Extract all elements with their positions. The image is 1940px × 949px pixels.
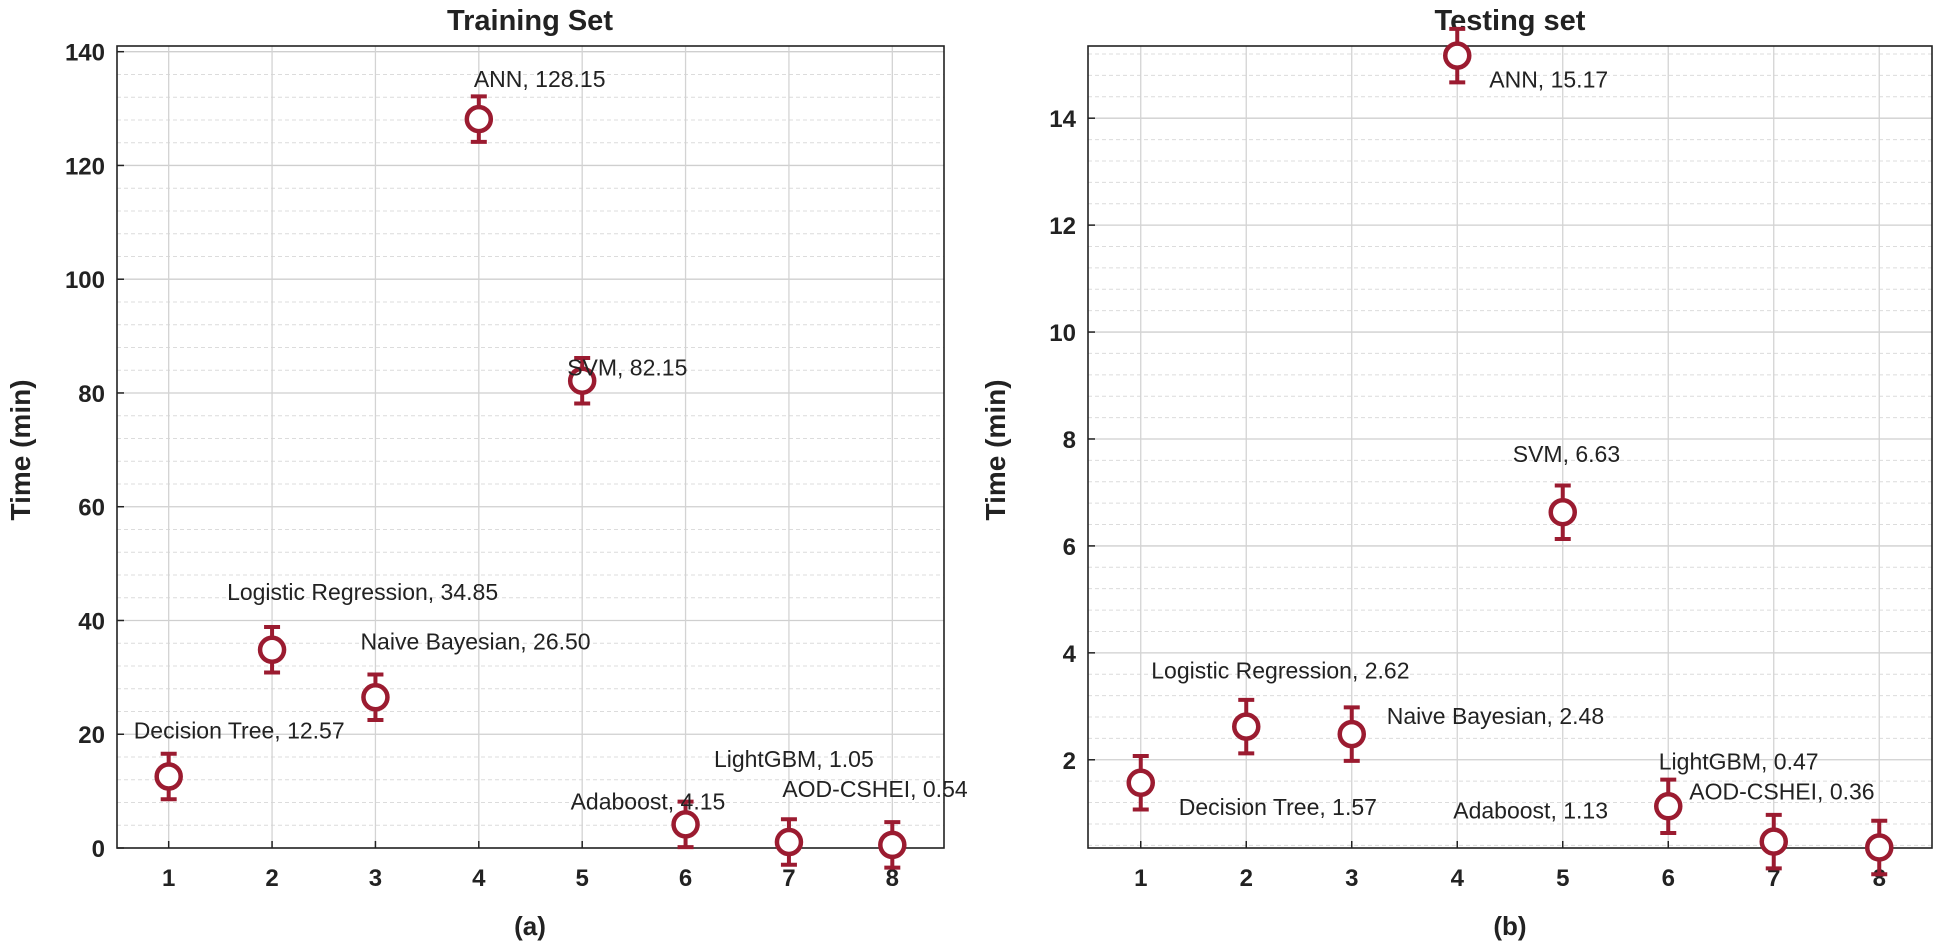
chart-b-point-annotation: ANN, 15.17 <box>1489 67 1608 93</box>
chart-b-y-tick-label: 6 <box>1063 534 1076 561</box>
chart-a-y-tick-label: 20 <box>78 722 105 749</box>
chart-b-point-annotation: SVM, 6.63 <box>1513 441 1620 467</box>
chart-a-point-annotation: LightGBM, 1.05 <box>714 746 874 772</box>
chart-b-point: AOD-CSHEI, 0.36 <box>1689 778 1894 877</box>
chart-b-point-annotation: LightGBM, 0.47 <box>1659 749 1819 775</box>
chart-b-x-tick-label: 7 <box>1767 865 1780 892</box>
chart-a-point-annotation: Adaboost, 4.15 <box>571 788 726 814</box>
chart-a-point-annotation: SVM, 82.15 <box>567 355 687 381</box>
chart-a-x-tick-label: 8 <box>886 865 899 892</box>
chart-b-point: Naive Bayesian, 2.48 <box>1337 703 1604 763</box>
chart-b-y-tick-label: 2 <box>1063 748 1076 775</box>
chart-a-marker <box>257 635 287 665</box>
chart-a-x-tick-label: 6 <box>679 865 692 892</box>
chart-b-marker <box>1337 719 1366 749</box>
chart-b-y-tick-label: 4 <box>1063 641 1077 668</box>
chart-a-marker <box>464 104 494 134</box>
chart-b-marker <box>1443 41 1472 70</box>
chart-b-marker <box>1232 712 1261 741</box>
chart-b-x-tick-label: 5 <box>1556 865 1569 892</box>
chart-a-y-axis-label: Time (min) <box>5 379 36 520</box>
chart-b-point-annotation: Adaboost, 1.13 <box>1453 797 1608 823</box>
chart-a-marker <box>154 762 183 791</box>
chart-a-point: SVM, 82.15 <box>567 355 687 406</box>
chart-a-point-annotation: Logistic Regression, 34.85 <box>227 579 498 605</box>
chart-b-marker <box>1759 827 1788 856</box>
chart-b-plot-area <box>1088 46 1932 848</box>
chart-b-point: Logistic Regression, 2.62 <box>1151 658 1410 756</box>
chart-a-y-tick-label: 40 <box>78 608 105 635</box>
chart-b-marker <box>1548 497 1577 527</box>
chart-a-point: Naive Bayesian, 26.50 <box>360 628 591 723</box>
chart-a-x-tick-label: 2 <box>265 865 278 892</box>
chart-a-point-annotation: Naive Bayesian, 26.50 <box>360 628 590 654</box>
chart-b-marker <box>1654 792 1683 821</box>
chart-b-point: Decision Tree, 1.57 <box>1126 754 1377 820</box>
chart-a-plot: 0 20 40 60 80 100 120 140 1 2 3 4 5 6 7 8 Decision Tree,… <box>65 40 968 892</box>
chart-b-point: Adaboost, 1.13 <box>1453 777 1683 836</box>
chart-b-point: ANN, 15.17 <box>1443 26 1608 93</box>
chart-a-marker <box>671 810 700 839</box>
chart-b-y-tick-label: 8 <box>1063 427 1076 454</box>
chart-b-x-tick-label: 2 <box>1240 865 1253 892</box>
chart-a-title: Training Set <box>447 5 613 37</box>
chart-a-point: LightGBM, 1.05 <box>714 746 874 867</box>
chart-a-y-tick-label: 140 <box>65 40 105 67</box>
chart-a-panel-label: (a) <box>514 911 546 941</box>
chart-b-point: SVM, 6.63 <box>1513 441 1620 541</box>
chart-a-y-tick-label: 60 <box>78 495 105 522</box>
chart-a-marker <box>361 683 390 712</box>
chart-a-x-tick-label: 4 <box>472 865 486 892</box>
chart-b-point-annotation: Logistic Regression, 2.62 <box>1151 658 1409 684</box>
chart-a-y-tick-label: 120 <box>65 153 105 180</box>
chart-b-x-tick-label: 6 <box>1662 865 1675 892</box>
chart-b-x-tick-label: 1 <box>1134 865 1147 892</box>
chart-b-marker <box>1865 833 1894 862</box>
chart-a-point: Decision Tree, 12.57 <box>134 718 345 802</box>
chart-a-x-tick-label: 7 <box>782 865 795 892</box>
chart-a-y-tick-label: 100 <box>65 267 105 294</box>
chart-a-y-tick-label: 0 <box>92 836 105 863</box>
chart-b-point-annotation: AOD-CSHEI, 0.36 <box>1689 778 1874 804</box>
chart-a-point: AOD-CSHEI, 0.54 <box>782 776 968 870</box>
chart-a-marker <box>567 366 597 395</box>
chart-b-point: LightGBM, 0.47 <box>1659 749 1819 871</box>
chart-b-y-tick-label: 14 <box>1049 106 1076 133</box>
chart-a-point-annotation: ANN, 128.15 <box>474 66 606 92</box>
chart-a-axes-frame <box>116 45 945 849</box>
chart-a-marker <box>878 830 907 860</box>
chart-b-y-tick-label: 12 <box>1049 213 1076 240</box>
chart-b-y-tick-label: 10 <box>1049 320 1076 347</box>
chart-a-x-tick-label: 3 <box>369 865 382 892</box>
chart-b-title: Testing set <box>1435 5 1586 37</box>
chart-b-point-annotation: Decision Tree, 1.57 <box>1179 794 1377 820</box>
chart-b-marker <box>1126 768 1155 798</box>
chart-a-point-annotation: AOD-CSHEI, 0.54 <box>782 776 968 802</box>
chart-a-y-tick-label: 80 <box>78 381 105 408</box>
chart-a-point: Adaboost, 4.15 <box>571 788 726 850</box>
chart-a-plot-area <box>117 46 944 848</box>
chart-a-x-tick-label: 1 <box>162 865 175 892</box>
chart-b-x-tick-label: 4 <box>1451 865 1465 892</box>
chart-b-x-tick-label: 8 <box>1873 865 1886 892</box>
chart-a-marker <box>774 827 804 857</box>
chart-a-point: ANN, 128.15 <box>464 66 606 144</box>
chart-a-point-annotation: Decision Tree, 12.57 <box>134 718 345 744</box>
chart-b-panel-label: (b) <box>1493 911 1526 941</box>
chart-b-y-axis-label: Time (min) <box>980 379 1011 520</box>
chart-b-axes-frame <box>1087 45 1933 849</box>
chart-a-x-tick-label: 5 <box>576 865 589 892</box>
chart-b-x-tick-label: 3 <box>1345 865 1358 892</box>
chart-a-point: Logistic Regression, 34.85 <box>227 579 498 675</box>
chart-b-point-annotation: Naive Bayesian, 2.48 <box>1387 703 1604 729</box>
